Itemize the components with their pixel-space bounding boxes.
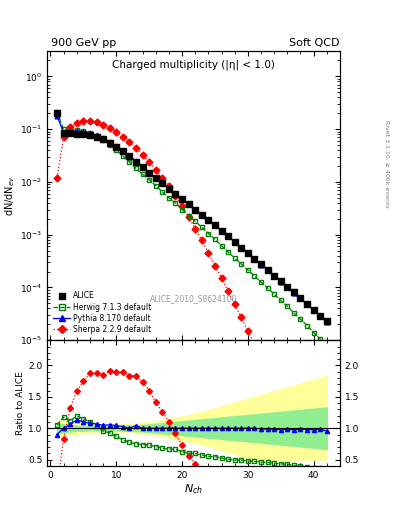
Text: 900 GeV pp: 900 GeV pp [51, 38, 116, 49]
Text: Charged multiplicity (|η| < 1.0): Charged multiplicity (|η| < 1.0) [112, 60, 275, 70]
Y-axis label: dN/dN$_{ev}$: dN/dN$_{ev}$ [3, 176, 17, 216]
Text: Rivet 3.1.10, ≥ 400k events: Rivet 3.1.10, ≥ 400k events [385, 120, 389, 208]
Y-axis label: Ratio to ALICE: Ratio to ALICE [16, 371, 25, 435]
Legend: ALICE, Herwig 7.1.3 default, Pythia 8.170 default, Sherpa 2.2.9 default: ALICE, Herwig 7.1.3 default, Pythia 8.17… [51, 289, 154, 336]
Text: ALICE_2010_S8624100: ALICE_2010_S8624100 [150, 294, 237, 303]
Text: Soft QCD: Soft QCD [290, 38, 340, 49]
X-axis label: $N_{ch}$: $N_{ch}$ [184, 482, 203, 496]
